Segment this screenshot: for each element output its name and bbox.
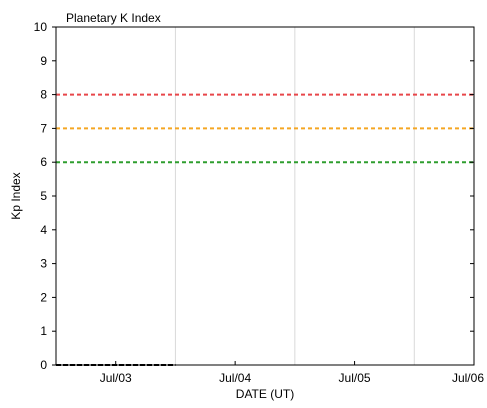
x-tick-label: Jul/04 [219,371,251,385]
x-tick-label: Jul/03 [100,371,132,385]
threshold-lines [56,93,474,164]
chart-title: Planetary K Index [66,11,161,25]
y-tick-label: 5 [40,189,47,203]
x-tick-label: Jul/06 [452,371,484,385]
y-tick-label: 1 [40,324,47,338]
y-tick-label: 7 [40,121,47,135]
y-tick-label: 2 [40,290,47,304]
x-axis-ticks: Jul/03 Jul/04 Jul/05 Jul/06 [100,361,484,385]
y-tick-label: 3 [40,257,47,271]
y-tick-label: 9 [40,54,47,68]
y-tick-label: 10 [34,20,48,34]
y-tick-label: 0 [40,358,47,372]
grid [174,27,415,365]
x-tick-label: Jul/05 [339,371,371,385]
plot-frame [55,26,475,366]
y-tick-label: 6 [40,155,47,169]
y-tick-label: 8 [40,88,47,102]
x-axis-label: DATE (UT) [236,387,294,401]
y-tick-label: 4 [40,223,47,237]
y-axis-label: Kp Index [9,172,23,219]
y-axis-ticks: 0 1 2 3 4 5 6 7 8 9 10 [34,20,474,372]
